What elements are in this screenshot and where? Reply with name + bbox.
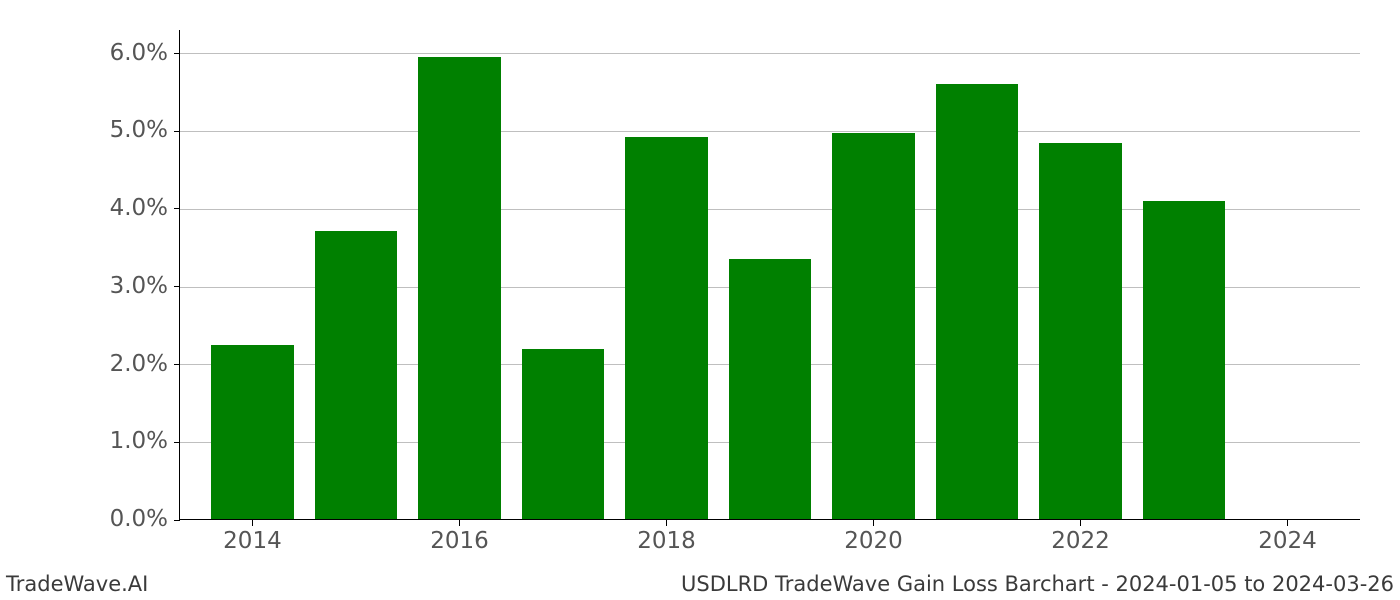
y-tick-label: 2.0% <box>78 351 168 377</box>
bar <box>625 137 708 520</box>
x-tick-label: 2022 <box>1041 528 1121 554</box>
y-axis-spine <box>179 30 180 520</box>
bar <box>418 57 501 520</box>
bar <box>936 84 1019 520</box>
x-tick-mark <box>459 520 460 526</box>
bar <box>1039 143 1122 520</box>
y-tick-label: 4.0% <box>78 195 168 221</box>
y-tick-label: 0.0% <box>78 506 168 532</box>
y-tick-label: 5.0% <box>78 117 168 143</box>
x-tick-mark <box>252 520 253 526</box>
x-tick-label: 2024 <box>1248 528 1328 554</box>
bar <box>832 133 915 520</box>
x-tick-mark <box>873 520 874 526</box>
x-tick-mark <box>1080 520 1081 526</box>
y-tick-label: 1.0% <box>78 428 168 454</box>
y-tick-label: 6.0% <box>78 40 168 66</box>
x-tick-mark <box>1287 520 1288 526</box>
x-tick-label: 2018 <box>626 528 706 554</box>
gridline <box>180 131 1360 132</box>
y-tick-label: 3.0% <box>78 273 168 299</box>
figure: 0.0% 1.0% 2.0% 3.0% 4.0% 5.0% 6.0% 2014 2016 2018… <box>0 0 1400 600</box>
x-axis-spine <box>180 519 1360 520</box>
footer-left-text: TradeWave.AI <box>6 572 148 596</box>
gridline <box>180 53 1360 54</box>
bar <box>1143 201 1226 520</box>
bar <box>522 349 605 520</box>
x-tick-label: 2014 <box>212 528 292 554</box>
footer-right-text: USDLRD TradeWave Gain Loss Barchart - 20… <box>681 572 1394 596</box>
bar <box>315 231 398 520</box>
plot-area: 0.0%1.0%2.0%3.0%4.0%5.0%6.0%201420162018… <box>180 30 1360 520</box>
x-tick-mark <box>666 520 667 526</box>
x-tick-label: 2016 <box>419 528 499 554</box>
bar <box>729 259 812 520</box>
x-tick-label: 2020 <box>834 528 914 554</box>
bar <box>211 345 294 520</box>
